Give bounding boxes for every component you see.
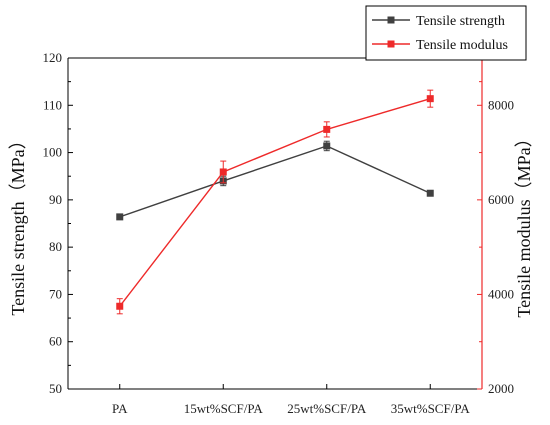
x-tick-label: PA (112, 401, 128, 416)
y2-tick-label: 8000 (488, 97, 514, 112)
series-line-tensile-strength (119, 145, 431, 218)
legend-label-tensile-modulus: Tensile modulus (416, 38, 508, 53)
series-line-tensile-modulus (119, 97, 431, 307)
y-tick-label: 120 (43, 50, 63, 65)
legend-label-tensile-strength: Tensile strength (416, 14, 505, 29)
y-tick-label: 70 (49, 286, 62, 301)
data-point-tensile-modulus (219, 168, 227, 176)
data-point-tensile-modulus (426, 95, 434, 103)
y2-tick-label: 2000 (488, 381, 514, 396)
series (116, 89, 434, 315)
y-tick-label: 110 (43, 97, 62, 112)
data-point-tensile-strength (323, 142, 331, 150)
legend-marker-tensile-strength (387, 16, 395, 24)
data-point-tensile-strength (116, 213, 124, 221)
x-tick-label: 35wt%SCF/PA (391, 401, 471, 416)
y-tick-label: 90 (49, 192, 62, 207)
y2-tick-label: 4000 (488, 286, 514, 301)
legend: Tensile strength Tensile modulus (365, 5, 527, 61)
y-axis-title: Tensile strength（MPa） (8, 131, 28, 315)
y-tick-label: 60 (49, 334, 62, 349)
x-tick-label: 25wt%SCF/PA (287, 401, 367, 416)
x-tick-label: 15wt%SCF/PA (184, 401, 264, 416)
y-tick-label: 50 (49, 381, 62, 396)
y2-axis-title: Tensile modulus（MPa） (514, 129, 534, 317)
y-tick-label: 100 (43, 145, 63, 160)
legend-marker-tensile-modulus (387, 40, 395, 48)
data-point-tensile-modulus (323, 125, 331, 133)
data-point-tensile-modulus (116, 302, 124, 310)
legend-box (365, 5, 527, 61)
axes: 50 60 70 80 90 100 110 120 2000 4000 6000 8000 PA 15w… (43, 50, 515, 416)
data-point-tensile-strength (426, 189, 434, 197)
y-tick-label: 80 (49, 239, 62, 254)
y2-tick-label: 6000 (488, 192, 514, 207)
